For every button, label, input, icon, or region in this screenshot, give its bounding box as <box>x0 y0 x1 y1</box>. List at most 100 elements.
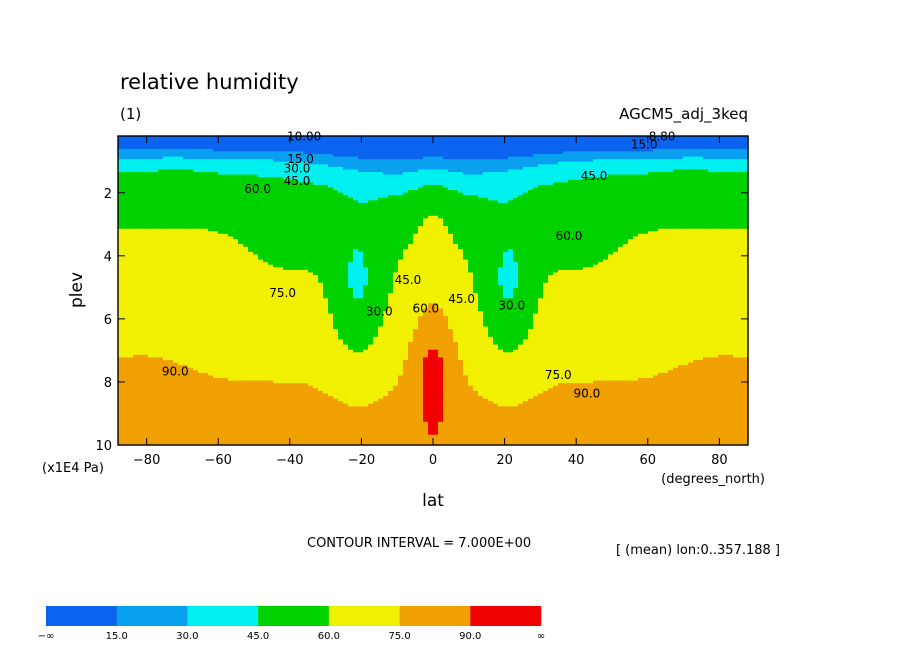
field-cell <box>673 138 679 142</box>
field-cell <box>378 184 384 189</box>
field-cell <box>603 233 609 238</box>
field-cell <box>373 226 379 230</box>
field-cell <box>363 174 369 178</box>
field-cell <box>198 156 204 160</box>
field-cell <box>663 215 669 219</box>
field-cell <box>668 197 674 201</box>
field-cell <box>323 208 329 212</box>
field-cell <box>533 233 539 238</box>
field-cell <box>218 192 224 196</box>
field-cell <box>273 138 279 142</box>
field-cell <box>158 148 164 153</box>
field-cell <box>408 210 414 214</box>
field-cell <box>438 192 444 196</box>
field-cell <box>273 208 279 212</box>
field-cell <box>283 202 289 207</box>
field-cell <box>368 197 374 201</box>
field-cell <box>363 156 369 160</box>
field-cell <box>503 220 509 225</box>
field-cell <box>303 208 309 212</box>
field-cell <box>518 190 524 194</box>
field-cell <box>298 151 304 155</box>
field-cell <box>373 169 379 173</box>
field-cell <box>308 154 314 158</box>
field-cell <box>743 218 749 222</box>
field-cell <box>518 195 524 199</box>
field-cell <box>178 148 184 153</box>
field-cell <box>643 215 649 219</box>
field-cell <box>728 159 734 163</box>
field-cell <box>648 182 654 186</box>
field-cell <box>403 210 409 214</box>
field-cell <box>603 148 609 153</box>
field-cell <box>153 184 159 189</box>
field-cell <box>178 138 184 142</box>
field-cell <box>348 226 354 230</box>
field-cell <box>398 182 404 186</box>
field-cell <box>228 143 234 147</box>
field-cell <box>648 231 654 235</box>
field-cell <box>493 156 499 160</box>
field-cell <box>438 190 444 194</box>
field-cell <box>328 187 334 191</box>
field-cell <box>208 233 214 238</box>
field-cell <box>183 169 189 173</box>
field-cell <box>483 223 489 227</box>
field-cell <box>638 200 644 204</box>
field-cell <box>288 236 294 240</box>
field-cell <box>333 169 339 173</box>
field-cell <box>143 215 149 219</box>
field-cell <box>653 187 659 191</box>
field-cell <box>223 159 229 163</box>
field-cell <box>683 195 689 199</box>
field-cell <box>328 215 334 219</box>
field-cell <box>393 187 399 191</box>
field-cell <box>498 156 504 160</box>
field-cell <box>703 143 709 147</box>
field-cell <box>398 236 404 240</box>
field-cell <box>303 200 309 204</box>
field-cell <box>368 202 374 207</box>
field-cell <box>283 141 289 145</box>
field-cell <box>258 174 264 178</box>
field-cell <box>373 233 379 238</box>
field-cell <box>298 195 304 199</box>
field-cell <box>683 159 689 163</box>
field-cell <box>183 148 189 153</box>
field-cell <box>733 164 739 168</box>
field-cell <box>238 236 244 240</box>
field-cell <box>173 228 179 232</box>
field-cell <box>248 166 254 171</box>
field-cell <box>313 220 319 225</box>
field-cell <box>183 192 189 196</box>
field-cell <box>363 182 369 186</box>
field-cell <box>273 218 279 222</box>
field-cell <box>188 179 194 183</box>
field-cell <box>313 236 319 240</box>
field-cell <box>293 195 299 199</box>
field-cell <box>168 169 174 173</box>
field-cell <box>218 146 224 150</box>
field-cell <box>488 215 494 219</box>
field-cell <box>388 228 394 232</box>
field-cell <box>558 182 564 186</box>
field-cell <box>623 143 629 147</box>
field-cell <box>698 179 704 183</box>
field-cell <box>168 172 174 176</box>
field-cell <box>418 195 424 199</box>
field-cell <box>298 223 304 227</box>
field-cell <box>643 151 649 155</box>
field-cell <box>488 220 494 225</box>
field-cell <box>143 138 149 142</box>
field-cell <box>428 208 434 212</box>
field-cell <box>513 213 519 217</box>
field-cell <box>238 138 244 142</box>
field-cell <box>448 182 454 186</box>
field-cell <box>348 169 354 173</box>
field-cell <box>388 141 394 145</box>
field-cell <box>648 179 654 183</box>
field-cell <box>628 164 634 168</box>
field-cell <box>398 174 404 178</box>
field-cell <box>198 148 204 153</box>
field-cell <box>663 226 669 230</box>
